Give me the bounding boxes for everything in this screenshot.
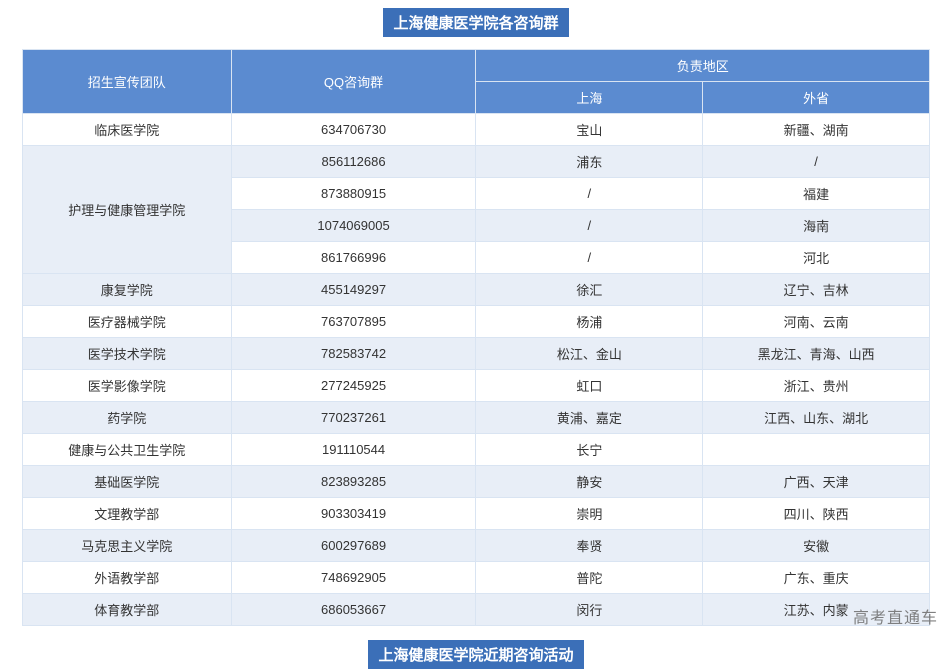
cell-team: 马克思主义学院 xyxy=(23,530,232,562)
table-row: 医疗器械学院763707895杨浦河南、云南 xyxy=(23,306,930,338)
cell-qq: 600297689 xyxy=(231,530,476,562)
cell-team: 临床医学院 xyxy=(23,114,232,146)
subtitle-bar: 上海健康医学院近期咨询活动 xyxy=(0,640,952,669)
cell-province: 四川、陕西 xyxy=(703,498,930,530)
cell-shanghai: / xyxy=(476,242,703,274)
table-row: 马克思主义学院600297689奉贤安徽 xyxy=(23,530,930,562)
cell-team: 医学影像学院 xyxy=(23,370,232,402)
cell-shanghai: 静安 xyxy=(476,466,703,498)
th-qq: QQ咨询群 xyxy=(231,50,476,114)
cell-province: 黑龙江、青海、山西 xyxy=(703,338,930,370)
cell-shanghai: 普陀 xyxy=(476,562,703,594)
cell-shanghai: 奉贤 xyxy=(476,530,703,562)
cell-qq: 748692905 xyxy=(231,562,476,594)
cell-qq: 856112686 xyxy=(231,146,476,178)
cell-province: 河北 xyxy=(703,242,930,274)
cell-shanghai: 长宁 xyxy=(476,434,703,466)
th-province: 外省 xyxy=(703,82,930,114)
th-region: 负责地区 xyxy=(476,50,930,82)
cell-shanghai: 徐汇 xyxy=(476,274,703,306)
cell-team: 健康与公共卫生学院 xyxy=(23,434,232,466)
cell-qq: 455149297 xyxy=(231,274,476,306)
table-body: 临床医学院634706730宝山新疆、湖南护理与健康管理学院856112686浦… xyxy=(23,114,930,626)
cell-province: 河南、云南 xyxy=(703,306,930,338)
cell-shanghai: 虹口 xyxy=(476,370,703,402)
table-row: 体育教学部686053667闵行江苏、内蒙 xyxy=(23,594,930,626)
cell-province: 广西、天津 xyxy=(703,466,930,498)
cell-province: 安徽 xyxy=(703,530,930,562)
cell-province: 辽宁、吉林 xyxy=(703,274,930,306)
cell-team: 体育教学部 xyxy=(23,594,232,626)
cell-qq: 191110544 xyxy=(231,434,476,466)
cell-qq: 277245925 xyxy=(231,370,476,402)
cell-shanghai: 杨浦 xyxy=(476,306,703,338)
table-row: 医学影像学院277245925虹口浙江、贵州 xyxy=(23,370,930,402)
consult-table: 招生宣传团队 QQ咨询群 负责地区 上海 外省 临床医学院634706730宝山… xyxy=(22,49,930,626)
cell-qq: 770237261 xyxy=(231,402,476,434)
cell-qq: 903303419 xyxy=(231,498,476,530)
cell-shanghai: 浦东 xyxy=(476,146,703,178)
cell-qq: 873880915 xyxy=(231,178,476,210)
cell-province: 江苏、内蒙 xyxy=(703,594,930,626)
cell-qq: 763707895 xyxy=(231,306,476,338)
cell-qq: 1074069005 xyxy=(231,210,476,242)
th-shanghai: 上海 xyxy=(476,82,703,114)
cell-qq: 782583742 xyxy=(231,338,476,370)
cell-shanghai: 闵行 xyxy=(476,594,703,626)
cell-team: 外语教学部 xyxy=(23,562,232,594)
cell-shanghai: / xyxy=(476,210,703,242)
cell-qq: 686053667 xyxy=(231,594,476,626)
cell-shanghai: 松江、金山 xyxy=(476,338,703,370)
table-row: 医学技术学院782583742松江、金山黑龙江、青海、山西 xyxy=(23,338,930,370)
cell-province: 新疆、湖南 xyxy=(703,114,930,146)
cell-team: 医学技术学院 xyxy=(23,338,232,370)
cell-shanghai: 黄浦、嘉定 xyxy=(476,402,703,434)
cell-shanghai: 宝山 xyxy=(476,114,703,146)
cell-team: 基础医学院 xyxy=(23,466,232,498)
cell-shanghai: / xyxy=(476,178,703,210)
page-title: 上海健康医学院各咨询群 xyxy=(0,8,952,37)
cell-province: 福建 xyxy=(703,178,930,210)
cell-province: / xyxy=(703,146,930,178)
table-row: 文理教学部903303419崇明四川、陕西 xyxy=(23,498,930,530)
cell-team: 护理与健康管理学院 xyxy=(23,146,232,274)
table-row: 护理与健康管理学院856112686浦东/ xyxy=(23,146,930,178)
title-text: 上海健康医学院各咨询群 xyxy=(383,8,568,37)
th-team: 招生宣传团队 xyxy=(23,50,232,114)
table-row: 临床医学院634706730宝山新疆、湖南 xyxy=(23,114,930,146)
cell-province: 江西、山东、湖北 xyxy=(703,402,930,434)
table-row: 基础医学院823893285静安广西、天津 xyxy=(23,466,930,498)
table-container: 招生宣传团队 QQ咨询群 负责地区 上海 外省 临床医学院634706730宝山… xyxy=(0,49,952,626)
cell-province: 海南 xyxy=(703,210,930,242)
cell-qq: 823893285 xyxy=(231,466,476,498)
table-row: 外语教学部748692905普陀广东、重庆 xyxy=(23,562,930,594)
cell-qq: 861766996 xyxy=(231,242,476,274)
cell-province xyxy=(703,434,930,466)
table-row: 健康与公共卫生学院191110544长宁 xyxy=(23,434,930,466)
cell-team: 文理教学部 xyxy=(23,498,232,530)
cell-qq: 634706730 xyxy=(231,114,476,146)
cell-team: 医疗器械学院 xyxy=(23,306,232,338)
cell-province: 浙江、贵州 xyxy=(703,370,930,402)
table-row: 康复学院455149297徐汇辽宁、吉林 xyxy=(23,274,930,306)
table-row: 药学院770237261黄浦、嘉定江西、山东、湖北 xyxy=(23,402,930,434)
cell-team: 康复学院 xyxy=(23,274,232,306)
cell-team: 药学院 xyxy=(23,402,232,434)
cell-province: 广东、重庆 xyxy=(703,562,930,594)
cell-shanghai: 崇明 xyxy=(476,498,703,530)
subtitle-text: 上海健康医学院近期咨询活动 xyxy=(368,640,583,669)
